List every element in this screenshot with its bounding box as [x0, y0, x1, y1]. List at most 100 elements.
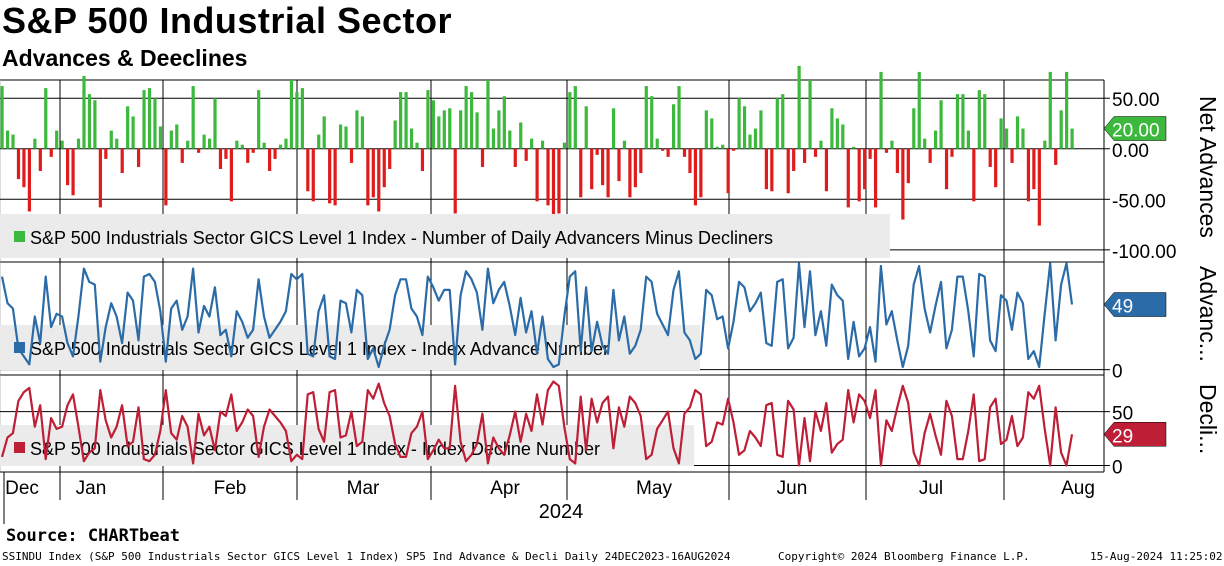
net-advance-bar: [682, 148, 687, 157]
net-advance-bar: [295, 92, 299, 149]
net-advance-bar: [622, 140, 627, 149]
net-advance-bar: [431, 100, 435, 149]
advance-line: [0, 262, 1074, 369]
net-advance-bar: [464, 86, 468, 149]
net-advance-bar: [93, 100, 97, 149]
net-advance-bar: [235, 140, 239, 149]
net-advance-bar: [710, 118, 714, 149]
net-advance-bar: [617, 148, 621, 182]
net-advance-bar: [513, 148, 517, 167]
x-month-label: Dec: [5, 478, 39, 499]
x-month-label: Jul: [919, 478, 943, 499]
net-advance-bar: [666, 148, 670, 157]
net-advance-bar: [147, 88, 152, 149]
net-advance-bar: [164, 148, 168, 206]
last-value-badge: 29: [1103, 422, 1167, 447]
net-advance-bar: [835, 118, 839, 149]
net-advance-bar: [808, 80, 812, 149]
net-advance-bar: [399, 92, 403, 149]
net-advance-bar: [76, 138, 81, 149]
net-advance-bar: [38, 148, 42, 171]
net-advance-bar: [109, 130, 113, 149]
net-advance-bar: [491, 128, 496, 149]
last-value-badge: 20.00: [1103, 116, 1167, 142]
net-advance-bar: [1015, 116, 1020, 149]
net-advance-bar: [158, 126, 163, 149]
net-advance-bar: [568, 92, 572, 149]
net-advance-bar: [87, 94, 92, 149]
net-advance-bar: [813, 148, 818, 157]
net-advance-bar: [415, 142, 419, 149]
net-advance-bar: [748, 134, 752, 149]
net-advance-bar: [459, 110, 463, 149]
net-advance-bar: [284, 138, 288, 149]
net-advance-bar: [540, 140, 545, 149]
x-month-label: Jan: [76, 478, 107, 499]
x-month-label: Mar: [347, 478, 380, 499]
net-advance-bar: [251, 148, 255, 153]
net-advance-bar: [448, 108, 452, 149]
x-axis: Dec Jan Feb Mar Apr May Jun Jul Aug: [3, 472, 1095, 524]
net-advance-bar: [442, 110, 446, 149]
net-advance-bar: [44, 88, 48, 149]
net-advance-bar: [213, 98, 217, 149]
net-advance-bar: [344, 126, 348, 149]
net-advance-bar: [136, 148, 141, 167]
net-advance-bar: [650, 96, 654, 149]
last-value-badge-shape: [1103, 422, 1167, 447]
net-advance-bar: [742, 106, 747, 149]
net-advance-bar: [530, 138, 534, 149]
footer-copyright: Copyright© 2024 Bloomberg Finance L.P.: [778, 550, 1030, 563]
net-advance-bar: [131, 116, 135, 149]
net-advance-bar: [153, 98, 157, 149]
net-advances-legend-label: S&P 500 Industrials Sector GICS Level 1 …: [30, 228, 773, 248]
net-advance-bar: [349, 148, 354, 163]
net-advance-bar: [49, 148, 53, 157]
net-advance-bar: [846, 148, 850, 208]
net-advance-bar: [240, 144, 244, 149]
net-advance-bar: [224, 148, 228, 159]
last-value-badge-label: 29: [1112, 426, 1133, 447]
footer-ticker: SSINDU Index (S&P 500 Industrials Sector…: [2, 550, 731, 563]
net-advance-bar: [55, 130, 59, 149]
net-advance-bar: [218, 148, 223, 169]
net-advance-bar: [693, 148, 698, 206]
net-advance-bar: [775, 98, 779, 149]
net-advance-bar: [770, 148, 774, 192]
net-advance-bar: [142, 90, 146, 149]
net-advance-bar: [120, 148, 124, 174]
net-advance-bar: [246, 148, 250, 163]
net-advance-bar: [786, 148, 790, 194]
net-advance-bar: [1021, 128, 1025, 149]
net-advance-bar: [98, 148, 102, 208]
net-advance-bar: [1054, 148, 1058, 165]
net-advance-bar: [633, 148, 637, 188]
net-advance-bar: [393, 120, 397, 149]
net-advance-bar: [671, 104, 676, 149]
declines-axis-title: Decli...: [1195, 384, 1221, 454]
net-advance-bar: [955, 94, 960, 149]
chart-subtitle: Advances & Deeclines: [2, 45, 248, 71]
net-advance-bar: [535, 148, 539, 202]
net-advance-bar: [409, 128, 414, 149]
net-advance-bar: [502, 96, 506, 149]
net-advance-bar: [333, 148, 337, 206]
last-value-badge: 49: [1103, 292, 1167, 318]
net-advance-bar: [180, 148, 184, 163]
net-advance-bar: [60, 140, 64, 149]
net-advance-bar: [994, 148, 998, 188]
net-advance-bar: [557, 148, 561, 214]
y-tick-label: -50.00: [1112, 191, 1166, 212]
net-advance-bar: [868, 148, 872, 159]
advances-legend-label: S&P 500 Industrials Sector GICS Level 1 …: [30, 339, 609, 359]
net-advance-bar: [726, 148, 730, 194]
net-advances-legend: S&P 500 Industrials Sector GICS Level 1 …: [0, 214, 890, 258]
net-advance-bar: [71, 148, 75, 196]
x-month-label: May: [636, 478, 672, 499]
y-tick-label: 0.00: [1112, 141, 1149, 162]
net-advance-bar: [944, 148, 949, 190]
net-advance-bar: [371, 148, 375, 198]
net-advance-bar: [289, 80, 294, 149]
net-advance-bar: [355, 110, 359, 149]
x-month-label: Feb: [214, 478, 247, 499]
